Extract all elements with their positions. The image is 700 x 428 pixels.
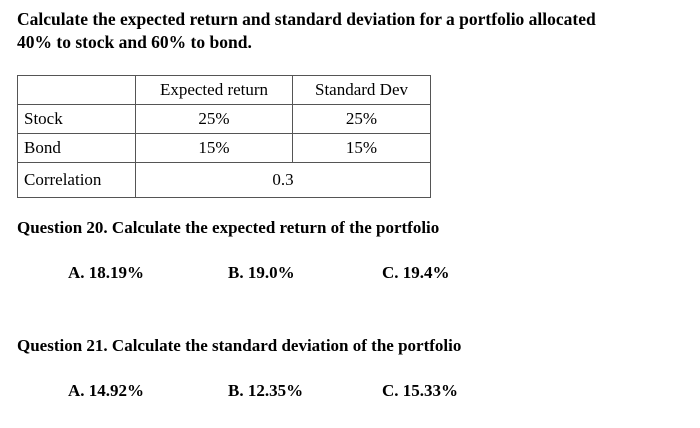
empty-cell: [17, 75, 136, 105]
row-label: Bond: [17, 133, 136, 163]
cell: 0.3: [135, 162, 431, 198]
cell: 25%: [135, 104, 293, 134]
prompt-line: 40% to stock and 60% to bond.: [17, 32, 252, 52]
question-title: Question 20. Calculate the expected retu…: [17, 218, 440, 237]
option: B. 12.35%: [228, 381, 304, 400]
option: B. 19.0%: [228, 263, 295, 282]
column-header: Standard Dev: [292, 75, 431, 105]
cell: 25%: [292, 104, 431, 134]
option: A. 14.92%: [68, 381, 145, 400]
question-title: Question 21. Calculate the standard devi…: [17, 336, 462, 355]
column-header: Expected return: [135, 75, 293, 105]
cell: 15%: [135, 133, 293, 163]
option: A. 18.19%: [68, 263, 145, 282]
data-table: Expected return Standard Dev Stock 25% 2…: [17, 75, 431, 198]
row-label: Stock: [17, 104, 136, 134]
prompt-line: Calculate the expected return and standa…: [17, 9, 596, 29]
cell: 15%: [292, 133, 431, 163]
option: C. 15.33%: [382, 381, 459, 400]
option: C. 19.4%: [382, 263, 450, 282]
row-label: Correlation: [17, 162, 136, 198]
